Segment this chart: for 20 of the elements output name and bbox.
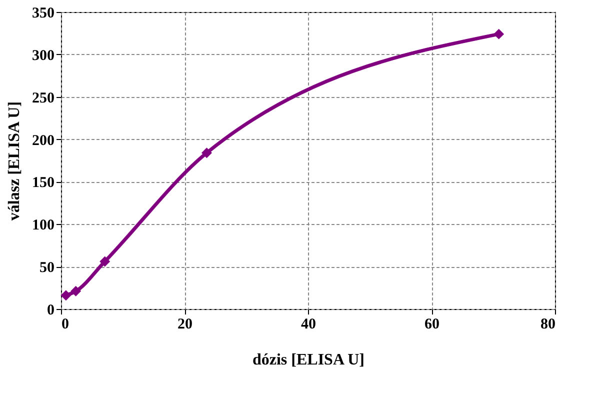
y-tick-label: 100	[32, 218, 54, 234]
x-tick-label: 0	[62, 316, 69, 332]
point	[100, 256, 110, 267]
x-tick-label: 20	[178, 316, 192, 332]
y-axis-title: válasz [ELISA U]	[6, 101, 23, 221]
point	[70, 286, 82, 296]
y-tick-label: 350	[32, 6, 54, 22]
x-tick-label: 60	[424, 316, 440, 332]
point	[494, 28, 504, 40]
y-tick-label: 150	[32, 175, 54, 192]
x-tick-label: 80	[540, 316, 556, 332]
y-tick-label: 50	[40, 260, 54, 276]
point	[201, 148, 212, 158]
y-tick-label: 0	[47, 302, 54, 318]
y-tick-label: 200	[32, 132, 54, 149]
x-tick-label: 40	[301, 316, 316, 332]
y-tick-label: 300	[32, 48, 54, 64]
x-axis-title: dózis [ELISA U]	[252, 352, 365, 368]
point	[60, 290, 72, 301]
y-tick-label: 250	[32, 90, 54, 106]
